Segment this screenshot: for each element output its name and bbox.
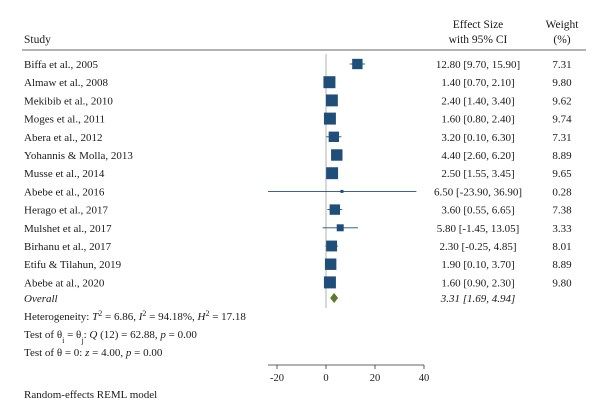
x-tick-label: 40: [419, 373, 430, 384]
study-point: [323, 276, 336, 289]
study-ci-text: 1.60 [0.90, 2.30]: [441, 277, 514, 289]
study-point: [331, 149, 343, 161]
study-weight: 9.62: [552, 95, 571, 107]
study-ci-text: 2.30 [-0.25, 4.85]: [440, 241, 517, 253]
study-ci-text: 1.90 [0.10, 3.70]: [441, 259, 514, 271]
header-weight: Weight: [546, 19, 580, 31]
header-ci: with 95% CI: [449, 34, 508, 46]
study-point: [326, 167, 339, 180]
study-label: Moges et al., 2011: [24, 114, 105, 126]
study-point: [325, 94, 338, 107]
study-label: Musse et al., 2014: [24, 168, 105, 180]
study-label: Birhanu et al., 2017: [24, 241, 112, 253]
study-weight: 7.31: [552, 59, 571, 71]
study-point: [340, 189, 344, 193]
study-label: Herago et al., 2017: [24, 205, 108, 217]
x-tick-label: 0: [323, 373, 328, 384]
study-weight: 8.89: [552, 150, 572, 162]
study-ci-text: 6.50 [-23.90, 36.90]: [434, 186, 522, 198]
test-theta-zero: Test of θ = 0: z = 4.00, p = 0.00: [24, 347, 163, 359]
study-weight: 0.28: [552, 186, 572, 198]
study-ci-text: 12.80 [9.70, 15.90]: [436, 59, 520, 71]
study-label: Etifu & Tilahun, 2019: [24, 259, 122, 271]
study-markers: [268, 58, 417, 289]
study-ci-text: 5.80 [-1.45, 13.05]: [437, 223, 520, 235]
study-point: [326, 240, 338, 252]
study-label: Abera et al., 2012: [24, 132, 103, 144]
study-rows: Biffa et al., 2005 12.80 [9.70, 15.90] 7.3…: [24, 59, 572, 289]
overall-ci: 3.31 [1.69, 4.94]: [440, 293, 516, 305]
study-ci-text: 1.60 [0.80, 2.40]: [441, 114, 514, 126]
study-point: [324, 258, 337, 270]
study-point: [352, 58, 363, 70]
x-tick-label: -20: [270, 373, 284, 384]
x-tick-label: 20: [370, 373, 381, 384]
study-label: Yohannis & Molla, 2013: [24, 150, 133, 162]
heterogeneity-stats: Heterogeneity: T2 = 6.86, I2 = 94.18%, H…: [24, 309, 246, 324]
study-ci-text: 2.50 [1.55, 3.45]: [441, 168, 514, 180]
study-point: [328, 131, 340, 142]
model-footnote: Random-effects REML model: [24, 389, 157, 401]
study-ci-text: 1.40 [0.70, 2.10]: [441, 77, 514, 89]
study-ci-text: 3.20 [0.10, 6.30]: [441, 132, 514, 144]
study-weight: 7.38: [552, 205, 572, 217]
header-study: Study: [24, 34, 51, 46]
study-weight: 3.33: [552, 223, 572, 235]
study-weight: 9.80: [552, 277, 572, 289]
study-label: Abebe at al., 2020: [24, 277, 105, 289]
study-weight: 8.01: [552, 241, 571, 253]
study-weight: 9.80: [552, 77, 572, 89]
study-weight: 7.31: [552, 132, 571, 144]
header-effect-size: Effect Size: [453, 19, 504, 31]
overall-label: Overall: [24, 293, 58, 305]
study-label: Almaw et al., 2008: [24, 77, 109, 89]
study-ci-text: 3.60 [0.55, 6.65]: [441, 205, 514, 217]
x-axis-ticks: -20 0 20 40: [270, 365, 429, 384]
study-label: Mulshet et al., 2017: [24, 223, 112, 235]
study-label: Abebe et al., 2016: [24, 186, 105, 198]
overall-diamond: [330, 293, 339, 303]
study-ci-text: 2.40 [1.40, 3.40]: [441, 95, 514, 107]
study-point: [336, 224, 344, 232]
study-weight: 8.89: [552, 259, 572, 271]
study-point: [323, 76, 336, 89]
study-label: Biffa et al., 2005: [24, 59, 99, 71]
study-weight: 9.74: [552, 114, 572, 126]
test-theta-equal: Test of θi = θj: Q (12) = 62.88, p = 0.0…: [24, 329, 197, 345]
study-point: [323, 112, 336, 125]
study-label: Mekibib et al., 2010: [24, 95, 113, 107]
study-point: [329, 204, 341, 215]
study-weight: 9.65: [552, 168, 572, 180]
study-ci-text: 4.40 [2.60, 6.20]: [441, 150, 514, 162]
header-weight-unit: (%): [553, 34, 570, 46]
